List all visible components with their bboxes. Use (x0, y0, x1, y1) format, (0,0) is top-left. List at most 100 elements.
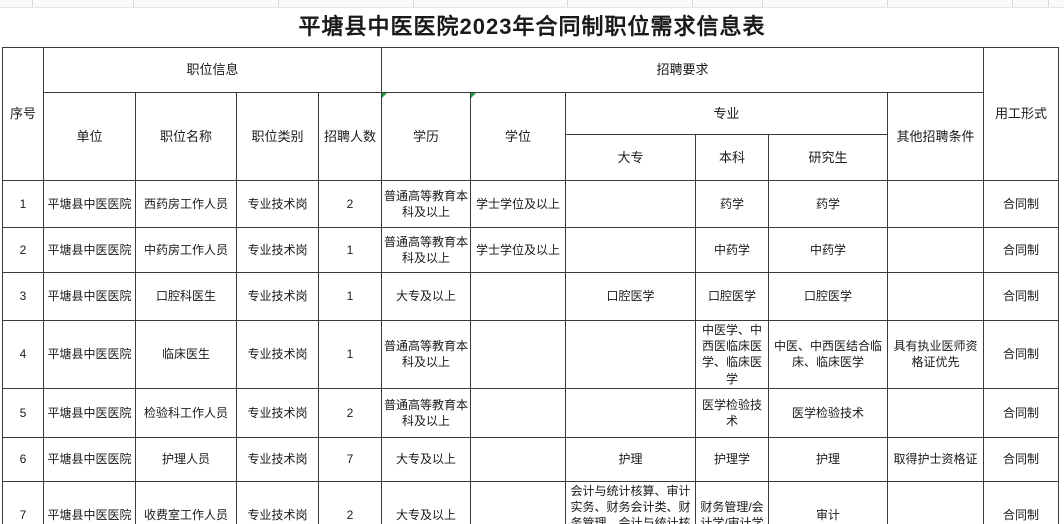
error-indicator-icon (382, 93, 388, 98)
cell-position-name: 中药房工作人员 (135, 227, 237, 273)
header-education-label: 学历 (413, 128, 440, 144)
gridline (887, 0, 888, 7)
cell-unit: 平塘县中医医院 (43, 227, 136, 273)
cell-unit: 平塘县中医医院 (43, 320, 136, 389)
cell-major-postgrad: 医学检验技术 (768, 387, 889, 438)
cell-position-category: 专业技术岗 (236, 387, 319, 438)
cell-unit: 平塘县中医医院 (43, 436, 136, 482)
gridline (692, 0, 693, 7)
cell-major-bachelor: 药学 (695, 180, 770, 228)
cell-recruit-count: 1 (317, 320, 383, 389)
cell-degree (470, 387, 567, 438)
cell-major-college: 口腔医学 (565, 272, 697, 321)
header-recruit-count: 招聘人数 (317, 92, 383, 181)
table-row: 1 平塘县中医医院 西药房工作人员 专业技术岗 2 普通高等教育本科及以上 学士… (2, 180, 1060, 228)
header-recruit-requirements: 招聘要求 (381, 47, 985, 93)
cell-unit: 平塘县中医医院 (43, 387, 136, 438)
cell-seq: 2 (2, 227, 44, 273)
cell-major-bachelor: 中药学 (695, 227, 770, 273)
gridline (32, 0, 33, 7)
header-employment-type: 用工形式 (983, 47, 1060, 181)
gridline (762, 0, 763, 7)
cell-employment-type: 合同制 (983, 320, 1060, 389)
cell-employment-type: 合同制 (983, 480, 1060, 524)
cell-education: 普通高等教育本科及以上 (381, 387, 472, 438)
header-position-info: 职位信息 (42, 47, 383, 93)
cell-education: 普通高等教育本科及以上 (381, 320, 472, 389)
cell-major-bachelor: 财务管理/会计学/审计学 (695, 480, 770, 524)
header-seq: 序号 (2, 47, 44, 181)
cell-major-postgrad: 中医、中西医结合临床、临床医学 (768, 320, 889, 389)
recruitment-table: 序号 职位信息 招聘要求 用工形式 单位 职位名称 职位类别 招聘人数 学历 学… (2, 47, 1060, 524)
cell-unit: 平塘县中医医院 (43, 180, 136, 228)
cell-seq: 5 (2, 387, 44, 438)
gridline (133, 0, 134, 7)
cell-degree (470, 480, 567, 524)
header-position-name: 职位名称 (135, 92, 237, 181)
cell-unit: 平塘县中医医院 (43, 480, 136, 524)
cell-employment-type: 合同制 (983, 227, 1060, 273)
cell-degree (470, 320, 567, 389)
cell-position-category: 专业技术岗 (236, 227, 319, 273)
cell-employment-type: 合同制 (983, 387, 1060, 438)
header-position-category: 职位类别 (236, 92, 319, 181)
cell-major-postgrad: 中药学 (768, 227, 889, 273)
cell-other-conditions (887, 387, 985, 438)
cell-major-bachelor: 医学检验技术 (695, 387, 770, 438)
cell-employment-type: 合同制 (983, 272, 1060, 321)
cell-major-bachelor: 护理学 (695, 436, 770, 482)
cell-major-college (565, 387, 697, 438)
cell-unit: 平塘县中医医院 (43, 272, 136, 321)
error-indicator-icon (471, 93, 477, 98)
cell-education: 大专及以上 (381, 272, 472, 321)
cell-seq: 6 (2, 436, 44, 482)
gridline (1048, 0, 1049, 7)
cell-position-category: 专业技术岗 (236, 480, 319, 524)
gridline (1012, 0, 1013, 7)
table-row: 5 平塘县中医医院 检验科工作人员 专业技术岗 2 普通高等教育本科及以上 医学… (2, 387, 1060, 438)
cell-degree: 学士学位及以上 (470, 180, 567, 228)
table-row: 2 平塘县中医医院 中药房工作人员 专业技术岗 1 普通高等教育本科及以上 学士… (2, 227, 1060, 273)
table-row: 7 平塘县中医医院 收费室工作人员 专业技术岗 2 大专及以上 会计与统计核算、… (2, 480, 1060, 524)
page-title: 平塘县中医医院2023年合同制职位需求信息表 (298, 14, 766, 39)
gridline (413, 0, 414, 7)
gridline (278, 0, 279, 7)
cell-position-name: 收费室工作人员 (135, 480, 237, 524)
cell-recruit-count: 2 (317, 480, 383, 524)
cell-major-college (565, 180, 697, 228)
header-education: 学历 (381, 92, 472, 181)
header-degree: 学位 (470, 92, 567, 181)
cell-education: 普通高等教育本科及以上 (381, 180, 472, 228)
cell-degree (470, 272, 567, 321)
header-other-conditions: 其他招聘条件 (887, 92, 985, 181)
cell-degree (470, 436, 567, 482)
header-major-bachelor: 本科 (695, 134, 770, 181)
cell-seq: 1 (2, 180, 44, 228)
cell-position-category: 专业技术岗 (236, 436, 319, 482)
cell-position-name: 临床医生 (135, 320, 237, 389)
cell-position-category: 专业技术岗 (236, 320, 319, 389)
cell-education: 普通高等教育本科及以上 (381, 227, 472, 273)
cell-other-conditions (887, 227, 985, 273)
header-degree-label: 学位 (505, 128, 532, 144)
gridline (567, 0, 568, 7)
cell-major-bachelor: 中医学、中西医临床医学、临床医学 (695, 320, 770, 389)
cell-seq: 7 (2, 480, 44, 524)
cell-seq: 3 (2, 272, 44, 321)
cell-major-postgrad: 审计 (768, 480, 889, 524)
header-major-postgrad: 研究生 (768, 134, 889, 181)
cell-other-conditions (887, 180, 985, 228)
cell-major-postgrad: 护理 (768, 436, 889, 482)
cell-major-college (565, 320, 697, 389)
cell-major-bachelor: 口腔医学 (695, 272, 770, 321)
cell-position-name: 口腔科医生 (135, 272, 237, 321)
cell-position-category: 专业技术岗 (236, 272, 319, 321)
cell-other-conditions (887, 480, 985, 524)
cell-recruit-count: 1 (317, 227, 383, 273)
cell-position-name: 西药房工作人员 (135, 180, 237, 228)
cell-seq: 4 (2, 320, 44, 389)
cell-employment-type: 合同制 (983, 180, 1060, 228)
cell-education: 大专及以上 (381, 480, 472, 524)
header-unit: 单位 (43, 92, 136, 181)
